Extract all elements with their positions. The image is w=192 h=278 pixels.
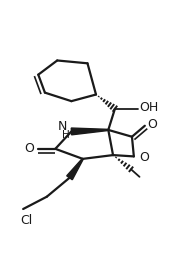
- Polygon shape: [71, 128, 108, 135]
- Text: O: O: [139, 151, 149, 164]
- Text: O: O: [24, 142, 34, 155]
- Polygon shape: [67, 158, 83, 180]
- Text: OH: OH: [140, 101, 159, 114]
- Text: Cl: Cl: [20, 214, 33, 227]
- Text: O: O: [147, 118, 157, 131]
- Text: N: N: [57, 120, 67, 133]
- Text: H: H: [62, 130, 70, 140]
